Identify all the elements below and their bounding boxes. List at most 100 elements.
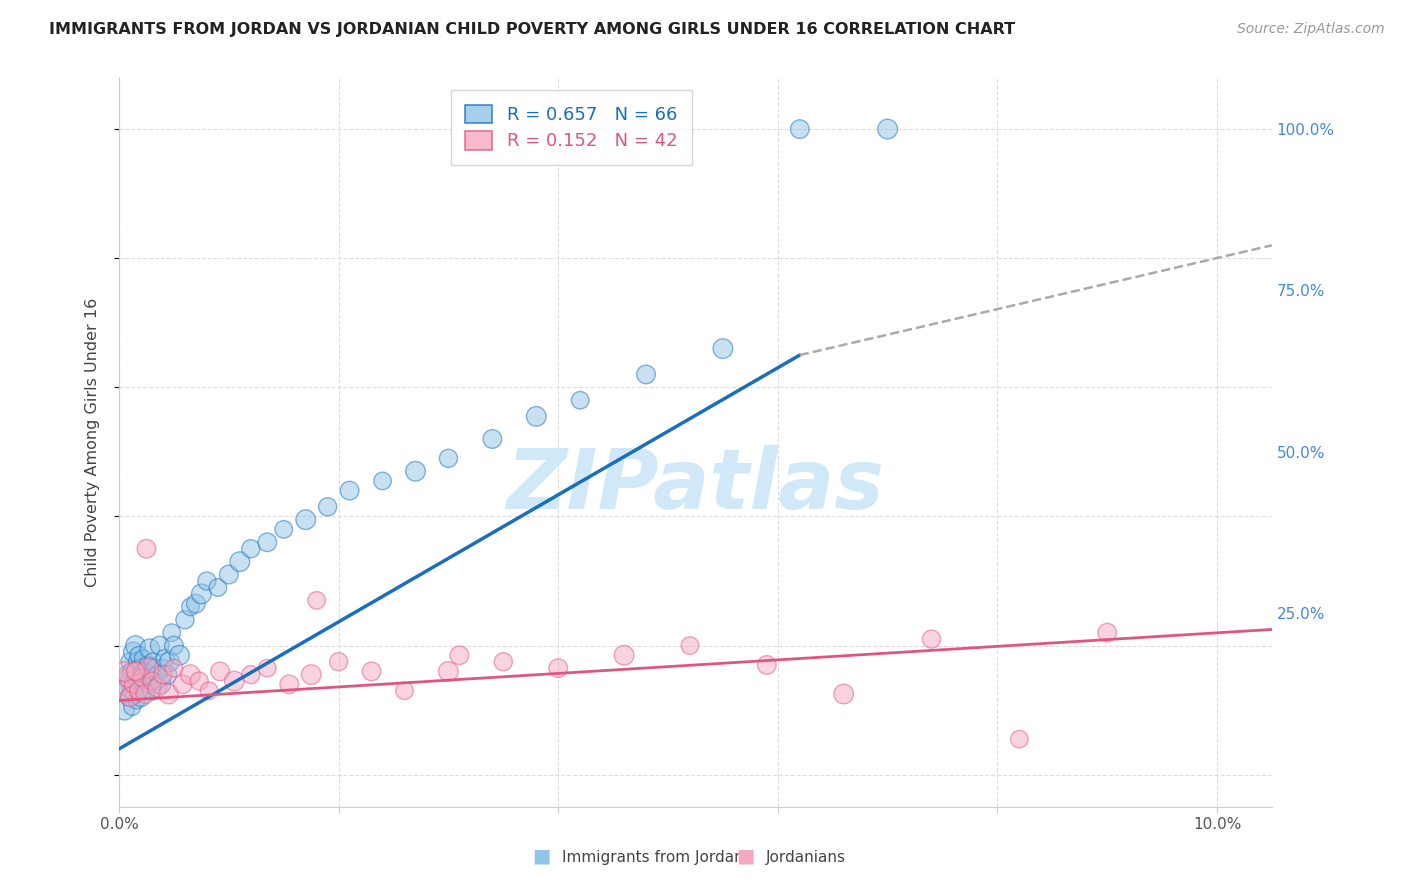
Text: ■: ■ (735, 847, 755, 865)
Point (152, 667, 174, 681)
Point (159, 655, 181, 669)
Point (139, 667, 162, 681)
Legend: R = 0.657   N = 66, R = 0.152   N = 42: R = 0.657 N = 66, R = 0.152 N = 42 (451, 90, 692, 165)
Point (136, 657, 159, 672)
Point (921, 632, 943, 647)
Point (492, 655, 515, 669)
Point (169, 648, 191, 663)
Point (207, 581, 229, 595)
Point (127, 655, 149, 669)
Point (124, 639, 146, 653)
Point (190, 587, 212, 601)
Point (172, 677, 194, 691)
Point (125, 665, 148, 679)
Point (152, 661, 174, 675)
Point (114, 683, 136, 698)
Point (120, 683, 142, 698)
Point (157, 687, 180, 701)
Point (360, 665, 382, 679)
Point (437, 451, 460, 466)
Point (305, 593, 328, 607)
Point (278, 677, 301, 691)
Point (131, 671, 153, 685)
Text: IMMIGRANTS FROM JORDAN VS JORDANIAN CHILD POVERTY AMONG GIRLS UNDER 16 CORRELATI: IMMIGRANTS FROM JORDAN VS JORDANIAN CHIL… (49, 22, 1015, 37)
Point (524, 409, 547, 424)
Text: Jordanians: Jordanians (766, 850, 846, 865)
Point (138, 661, 160, 675)
Point (198, 683, 221, 698)
Point (569, 393, 592, 408)
Point (188, 674, 211, 689)
Point (224, 674, 246, 689)
Point (1095, 625, 1118, 640)
Point (371, 474, 394, 488)
Point (128, 648, 150, 663)
Point (124, 671, 146, 685)
Point (125, 693, 148, 707)
Point (121, 700, 143, 714)
Point (679, 639, 702, 653)
Point (117, 667, 139, 681)
Point (128, 683, 150, 698)
Point (142, 655, 165, 669)
Point (179, 667, 201, 681)
Text: Source: ZipAtlas.com: Source: ZipAtlas.com (1237, 22, 1385, 37)
Point (139, 641, 162, 656)
Point (156, 667, 179, 681)
Point (115, 681, 138, 695)
Point (141, 674, 163, 689)
Point (832, 687, 855, 701)
Point (129, 690, 152, 705)
Point (481, 432, 503, 446)
Point (128, 677, 150, 691)
Text: ZIPatlas: ZIPatlas (506, 445, 884, 526)
Point (394, 683, 416, 698)
Point (547, 661, 569, 675)
Text: ■: ■ (531, 847, 551, 865)
Point (134, 687, 156, 701)
Point (134, 665, 156, 679)
Point (114, 665, 136, 679)
Point (163, 661, 186, 675)
Point (121, 665, 143, 679)
Point (449, 648, 471, 663)
Point (195, 574, 218, 588)
Point (256, 661, 278, 675)
Point (134, 683, 156, 698)
Point (124, 687, 146, 701)
Point (755, 657, 778, 672)
Point (124, 665, 146, 679)
Point (141, 683, 163, 698)
Point (339, 483, 361, 498)
Point (118, 690, 141, 705)
Point (114, 703, 136, 717)
Point (789, 122, 811, 136)
Point (636, 368, 658, 382)
Point (184, 597, 207, 611)
Point (138, 677, 160, 691)
Point (273, 522, 295, 536)
Point (876, 122, 898, 136)
Point (239, 541, 262, 556)
Point (294, 513, 316, 527)
Point (146, 681, 169, 695)
Point (146, 667, 169, 681)
Text: Immigrants from Jordan: Immigrants from Jordan (562, 850, 744, 865)
Point (143, 661, 166, 675)
Point (711, 342, 734, 356)
Point (149, 639, 172, 653)
Point (437, 665, 460, 679)
Point (299, 667, 322, 681)
Point (239, 667, 262, 681)
Point (163, 639, 186, 653)
Point (179, 599, 201, 614)
Point (122, 677, 145, 691)
Point (218, 567, 240, 582)
Point (229, 555, 252, 569)
Y-axis label: Child Poverty Among Girls Under 16: Child Poverty Among Girls Under 16 (86, 298, 100, 587)
Point (613, 648, 636, 663)
Point (160, 625, 183, 640)
Point (143, 671, 166, 685)
Point (118, 674, 141, 689)
Point (129, 661, 152, 675)
